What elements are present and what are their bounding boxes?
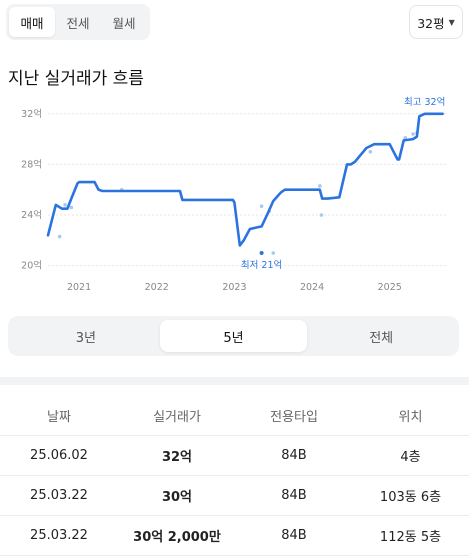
data-point xyxy=(69,205,74,210)
cell-date: 25.06.02 xyxy=(30,448,88,463)
page-title: 지난 실거래가 흐름 xyxy=(8,69,144,89)
table-row[interactable]: 25.03.22 30억 2,000만 84B 112동 5층 xyxy=(0,516,469,556)
table-header: 날짜 실거래가 전용타입 위치 xyxy=(0,395,469,436)
min-price-annotation: 최저 21억 xyxy=(241,259,282,271)
period-tabs: 3년 5년 전체 xyxy=(8,316,459,356)
header-location: 위치 xyxy=(398,409,423,425)
x-tick-label: 2023 xyxy=(222,282,246,293)
size-select[interactable]: 32평 ▼ xyxy=(409,5,463,39)
data-point xyxy=(271,251,276,255)
data-point xyxy=(319,213,324,217)
data-point xyxy=(57,234,62,239)
cell-price: 30억 xyxy=(161,490,193,505)
cell-type: 84B xyxy=(281,448,307,463)
tab-3-years[interactable]: 3년 xyxy=(75,330,96,346)
cell-price: 30억 2,000만 xyxy=(133,530,221,545)
tab-jeonse[interactable]: 전세 xyxy=(66,15,90,31)
price-trend-chart: 20억 24억 28억 32억 2021 2022 2023 2024 2025 최고 32억최저… xyxy=(21,96,448,293)
x-tick-label: 2025 xyxy=(378,282,402,293)
max-price-annotation: 최고 32억 xyxy=(404,96,445,108)
data-point xyxy=(411,132,415,136)
y-tick-label: 24억 xyxy=(21,209,42,221)
cell-location: 103동 6층 xyxy=(379,490,442,505)
cell-date: 25.03.22 xyxy=(30,528,88,543)
price-line xyxy=(46,112,444,247)
header-type: 전용타입 xyxy=(270,409,318,425)
cell-location: 112동 5층 xyxy=(379,530,442,545)
cell-date: 25.03.22 xyxy=(30,488,88,503)
x-tick-label: 2022 xyxy=(145,282,169,293)
data-point xyxy=(318,184,322,188)
tab-sale[interactable]: 매매 xyxy=(9,7,55,37)
cell-location: 4층 xyxy=(400,450,421,465)
header-date: 날짜 xyxy=(47,409,71,425)
deal-type-tabs: 매매 전세 월세 xyxy=(6,4,150,40)
y-tick-label: 28억 xyxy=(21,158,42,170)
chevron-down-icon: ▼ xyxy=(448,17,455,27)
cell-type: 84B xyxy=(281,488,307,503)
x-tick-label: 2024 xyxy=(300,282,324,293)
y-tick-label: 20억 xyxy=(21,260,42,272)
data-point xyxy=(259,204,264,208)
data-point xyxy=(368,149,373,154)
y-tick-label: 32억 xyxy=(21,108,42,120)
table-row[interactable]: 25.06.02 32억 84B 4층 xyxy=(0,436,469,476)
tab-monthly-rent[interactable]: 월세 xyxy=(112,15,136,31)
cell-type: 84B xyxy=(281,528,307,543)
table-row[interactable]: 25.03.22 30억 84B 103동 6층 xyxy=(0,476,469,516)
x-tick-label: 2021 xyxy=(67,282,91,293)
low-point-marker xyxy=(259,251,264,256)
data-point xyxy=(63,203,67,207)
tab-all[interactable]: 전체 xyxy=(369,330,394,346)
transaction-table: 날짜 실거래가 전용타입 위치 25.06.02 32억 84B 4층 25.0… xyxy=(0,395,469,556)
section-divider xyxy=(0,377,469,385)
tab-5-years[interactable]: 5년 xyxy=(159,320,308,352)
size-select-value: 32평 xyxy=(417,15,445,31)
header-price: 실거래가 xyxy=(153,409,201,425)
cell-price: 32억 xyxy=(161,450,193,465)
